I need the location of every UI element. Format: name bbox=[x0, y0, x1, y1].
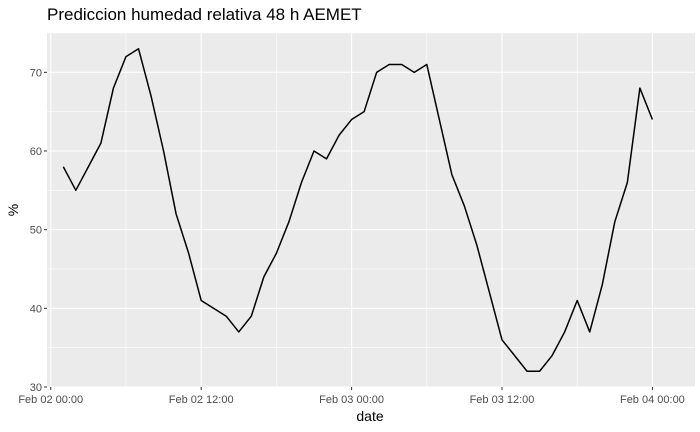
x-tick-label: Feb 02 00:00 bbox=[18, 394, 83, 406]
x-tick-label: Feb 03 00:00 bbox=[319, 394, 384, 406]
grid-major bbox=[47, 33, 695, 388]
y-tick-label: 60 bbox=[30, 146, 42, 158]
chart-title: Prediccion humedad relativa 48 h AEMET bbox=[47, 5, 362, 24]
y-axis: 30 40 50 60 70 bbox=[30, 67, 47, 394]
x-axis-title: date bbox=[356, 408, 383, 424]
y-tick-label: 30 bbox=[30, 382, 42, 394]
y-tick-label: 50 bbox=[30, 225, 42, 237]
y-tick-label: 70 bbox=[30, 67, 42, 79]
x-axis: Feb 02 00:00 Feb 02 12:00 Feb 03 00:00 Feb … bbox=[18, 387, 685, 406]
plot-panel bbox=[47, 33, 695, 387]
y-tick-label: 40 bbox=[30, 303, 42, 315]
x-tick-label: Feb 03 12:00 bbox=[470, 394, 535, 406]
x-tick-label: Feb 04 00:00 bbox=[620, 394, 685, 406]
y-axis-title: % bbox=[5, 204, 21, 216]
humidity-line bbox=[62, 47, 654, 373]
x-tick-label: Feb 02 12:00 bbox=[169, 394, 234, 406]
